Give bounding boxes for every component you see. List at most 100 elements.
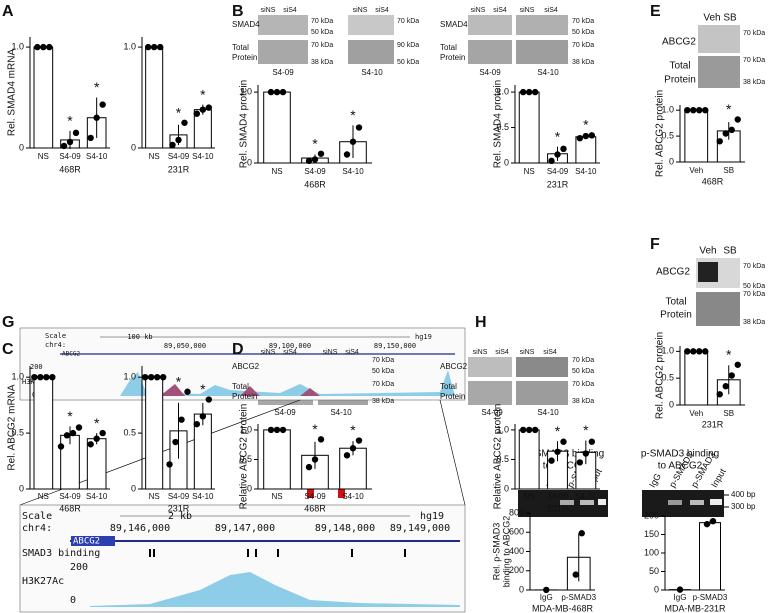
data-point — [267, 88, 275, 96]
browser-label: chr4: — [22, 523, 52, 534]
blot-label: Total — [440, 43, 457, 52]
data-point — [554, 448, 561, 455]
data-point — [311, 156, 319, 163]
x-axis-label: 468R — [59, 503, 81, 513]
blot-label: Veh — [699, 246, 716, 257]
blot-label: 70 kDa — [572, 18, 594, 25]
blot-label: ABCG2 — [662, 37, 696, 48]
y-axis-label: binding to ABCG2 — [501, 516, 511, 588]
significance: * — [94, 415, 100, 431]
y-tick-label: 0.5 — [123, 427, 136, 437]
y-axis-label: Rel. ABCG2 protein — [655, 90, 666, 177]
y-tick-label: 0 — [654, 584, 659, 594]
y-tick-label: 0 — [504, 157, 509, 167]
chip-title: p-SMAD3 binding — [641, 449, 719, 460]
blot-label: siNS — [323, 349, 338, 356]
panel-letter: G — [2, 314, 14, 331]
data-point — [728, 126, 735, 134]
x-tick-label: Veh — [689, 166, 703, 175]
data-point — [273, 426, 281, 434]
data-point — [99, 429, 106, 437]
significance: * — [726, 101, 732, 117]
blot-label: 70 kDa — [743, 291, 765, 298]
browser-label: 200 — [30, 363, 43, 371]
browser-label: 89,149,000 — [390, 523, 450, 534]
data-point — [349, 138, 357, 145]
data-point — [49, 373, 56, 381]
x-tick-label: S4-10 — [192, 492, 214, 501]
significance: * — [583, 422, 589, 438]
x-tick-label: NS — [524, 492, 535, 501]
y-tick-label: 0.5 — [496, 122, 509, 132]
y-tick-label: 0.5 — [661, 373, 674, 383]
y-tick-label: 0 — [131, 483, 136, 493]
blot-label: 50 kDa — [743, 283, 765, 290]
browser-label: Scale — [22, 511, 52, 522]
browser-label: 2 kb — [168, 511, 192, 522]
data-point — [75, 424, 83, 431]
data-point — [525, 426, 533, 434]
blot-label: Total — [232, 43, 249, 52]
data-point — [267, 426, 275, 434]
data-point — [684, 348, 691, 355]
y-tick-label: 0.5 — [239, 454, 252, 464]
x-axis-label: MDA-MB-231R — [664, 603, 726, 613]
browser-label: ABCG2 — [73, 537, 100, 547]
data-point — [66, 138, 74, 146]
size-label: 400 bp — [731, 490, 756, 499]
data-point — [560, 438, 567, 445]
blot-label: Veh — [703, 13, 720, 24]
data-point — [305, 157, 313, 165]
x-tick-label: S4-10 — [192, 152, 214, 161]
x-axis-label: 231R — [168, 503, 190, 513]
blot-label: SB — [723, 13, 737, 24]
data-point — [560, 145, 567, 153]
y-tick-label: 0 — [669, 399, 674, 409]
significance: * — [200, 381, 206, 397]
data-point — [87, 441, 94, 448]
data-point — [150, 43, 158, 51]
blot-label: 50 kDa — [572, 368, 594, 375]
y-tick-label: 0.5 — [661, 130, 674, 140]
blot-label: 38 kDa — [372, 398, 394, 405]
blot-label: 70 kDa — [372, 357, 394, 364]
data-point — [317, 436, 325, 443]
browser-label: 89,050,000 — [164, 342, 206, 350]
blot-label: 70 kDa — [372, 381, 394, 388]
panel-letter: D — [232, 341, 244, 358]
x-axis-label: 231R — [547, 503, 569, 513]
x-tick-label: S4-09 — [168, 492, 190, 501]
y-tick-label: 1.0 — [661, 105, 674, 115]
blot-label: 70 kDa — [397, 18, 419, 25]
significance: * — [555, 423, 561, 439]
bar — [263, 429, 291, 490]
data-point — [193, 110, 201, 117]
bar — [263, 91, 291, 164]
x-tick-label: S4-09 — [304, 492, 326, 501]
blot-label: siS4 — [283, 7, 297, 14]
y-tick-label: 100 — [644, 547, 659, 557]
blot-label: Total — [440, 382, 457, 391]
blot-label: Protein — [232, 53, 257, 62]
data-point — [37, 373, 44, 381]
x-tick-label: NS — [38, 152, 49, 161]
blot-label: 50 kDa — [572, 29, 594, 36]
significance: * — [555, 128, 561, 144]
bar — [33, 376, 54, 490]
data-point — [702, 348, 709, 355]
panel-letter: B — [232, 3, 244, 20]
data-point — [531, 426, 539, 434]
data-point — [576, 134, 584, 142]
y-tick-label: 800 — [509, 507, 524, 517]
data-point — [141, 373, 149, 381]
significance: * — [200, 86, 206, 102]
data-point — [144, 43, 152, 51]
blot-label: 50 kDa — [311, 29, 333, 36]
blot-label: 38 kDa — [572, 398, 594, 405]
x-tick-label: IgG — [540, 593, 553, 602]
browser-label: H3K27Ac — [22, 576, 64, 587]
bar — [145, 376, 164, 490]
y-tick-label: 1.0 — [11, 372, 24, 382]
blot-label: 38 kDa — [743, 79, 765, 86]
blot-label: Total — [669, 61, 690, 72]
